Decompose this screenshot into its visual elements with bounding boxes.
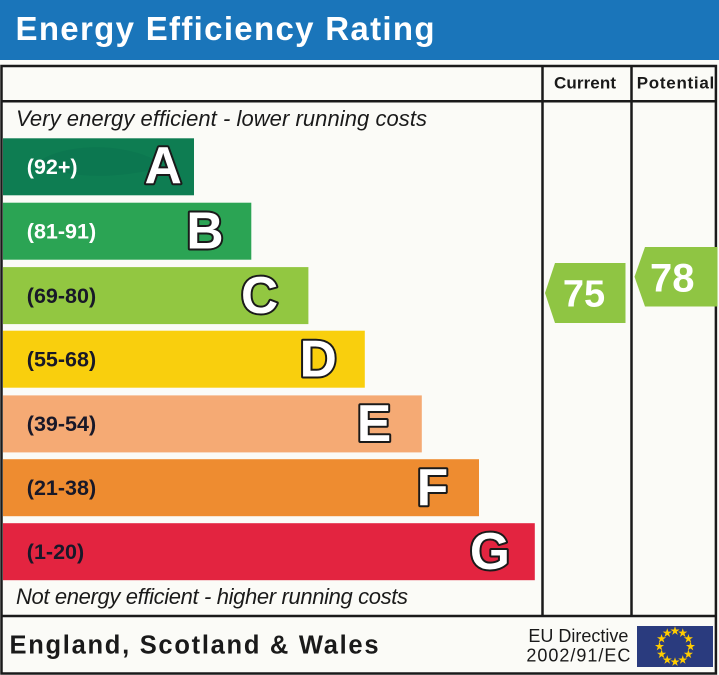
svg-text:B: B <box>186 202 223 260</box>
svg-text:G: G <box>470 522 510 580</box>
svg-text:75: 75 <box>563 273 605 315</box>
svg-text:(55-68): (55-68) <box>27 347 96 371</box>
svg-text:F: F <box>417 458 448 516</box>
svg-text:E: E <box>357 394 391 452</box>
svg-text:(81-91): (81-91) <box>27 219 96 243</box>
svg-text:(92+): (92+) <box>27 155 78 179</box>
svg-text:78: 78 <box>650 256 695 300</box>
svg-text:Potential: Potential <box>637 74 715 93</box>
svg-text:(21-38): (21-38) <box>27 476 96 500</box>
svg-text:Current: Current <box>554 74 616 93</box>
svg-text:Energy Efficiency Rating: Energy Efficiency Rating <box>16 10 435 47</box>
svg-text:2002/91/EC: 2002/91/EC <box>526 645 630 665</box>
svg-text:(69-80): (69-80) <box>27 284 96 308</box>
svg-text:Not energy efficient - higher: Not energy efficient - higher running co… <box>16 584 408 609</box>
svg-text:(39-54): (39-54) <box>27 412 96 436</box>
svg-text:D: D <box>300 330 337 388</box>
svg-text:C: C <box>241 266 278 324</box>
svg-text:England, Scotland & Wales: England, Scotland & Wales <box>10 631 379 659</box>
svg-text:A: A <box>145 136 182 194</box>
svg-text:(1-20): (1-20) <box>27 540 84 564</box>
svg-text:Very energy efficient - lower: Very energy efficient - lower running co… <box>16 106 427 131</box>
svg-text:EU Directive: EU Directive <box>528 626 628 646</box>
